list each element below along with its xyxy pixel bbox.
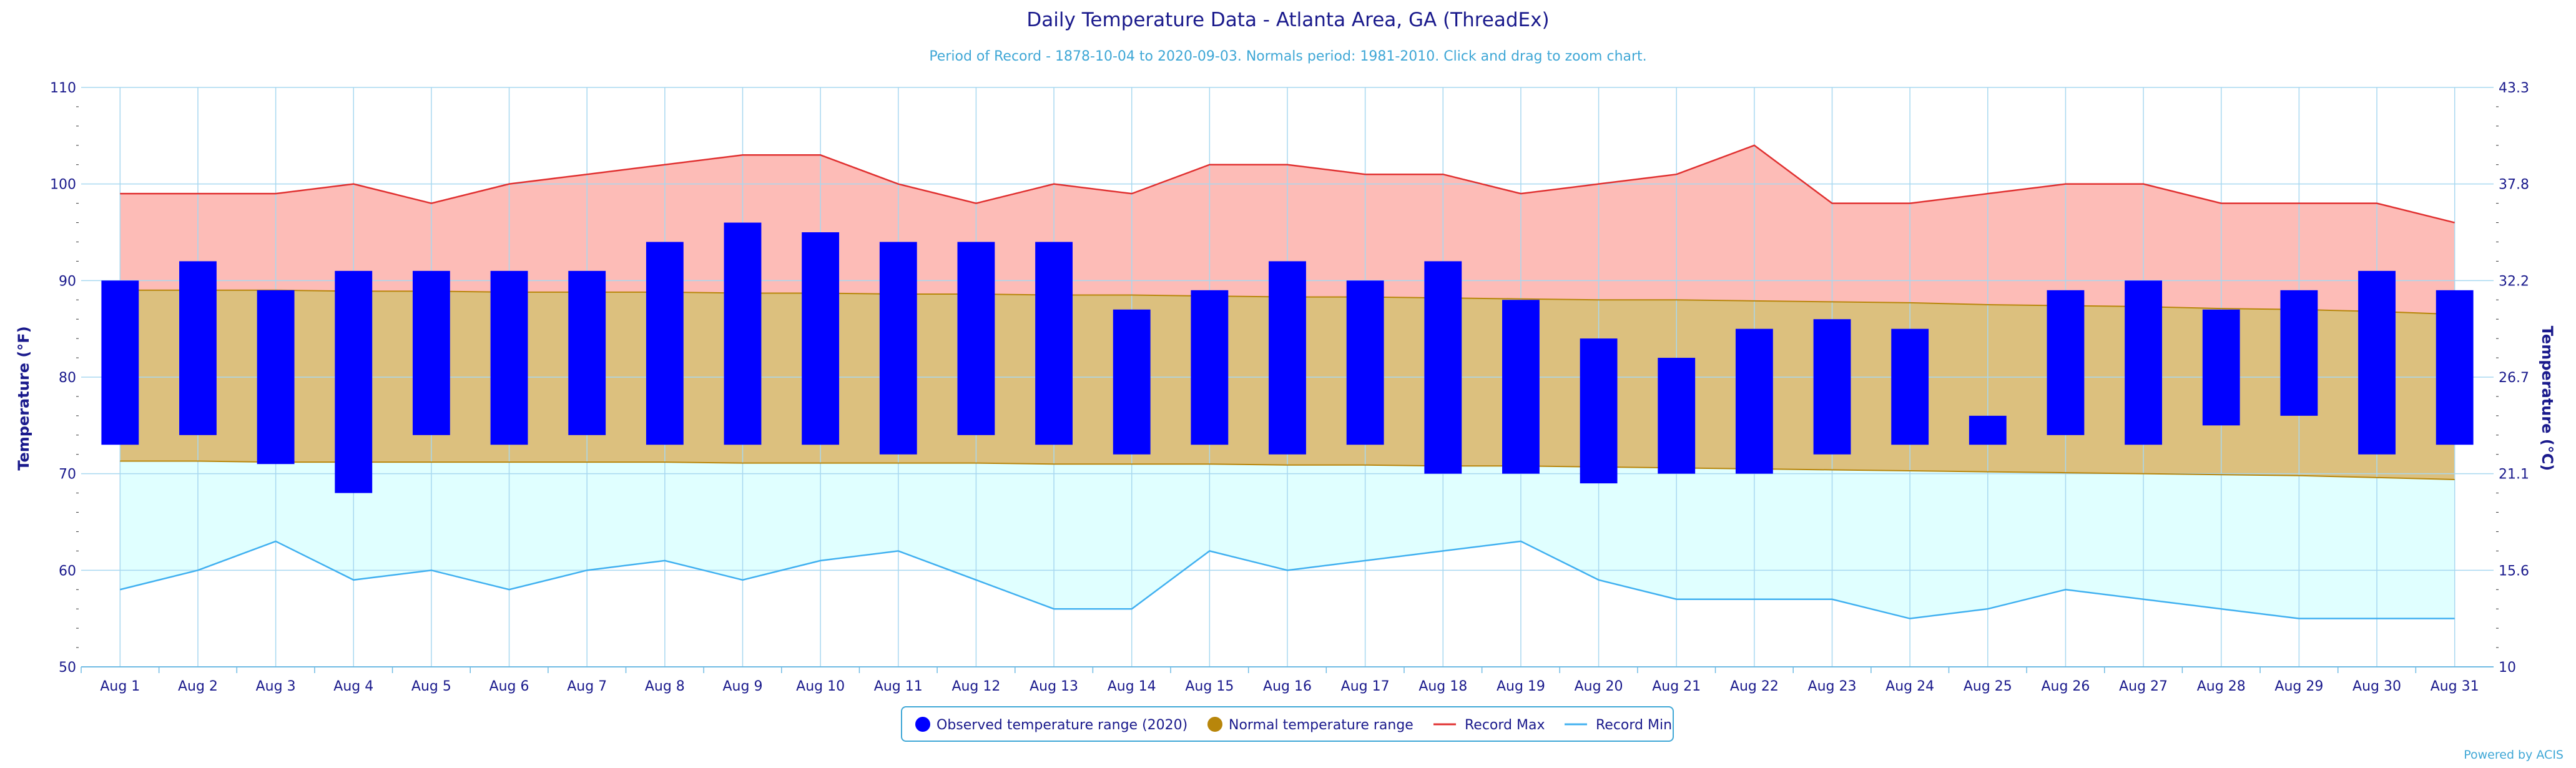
x-tick-label: Aug 4 xyxy=(333,679,373,694)
x-tick-label: Aug 29 xyxy=(2274,679,2323,694)
record-max-line[interactable] xyxy=(120,144,2455,224)
x-tick-label: Aug 15 xyxy=(1185,679,1234,694)
y-tick-label-left: 80 xyxy=(59,370,76,386)
observed-range-bar[interactable] xyxy=(1113,309,1151,455)
observed-range-bar[interactable] xyxy=(1191,290,1229,445)
observed-range-bar[interactable] xyxy=(1035,242,1073,445)
observed-range-bar[interactable] xyxy=(802,232,840,445)
legend-box xyxy=(901,706,1674,742)
legend-label-observed: Observed temperature range (2020) xyxy=(937,717,1187,733)
x-tick-label: Aug 7 xyxy=(567,679,607,694)
observed-range-bar[interactable] xyxy=(2358,270,2396,455)
observed-range-bar[interactable] xyxy=(879,242,917,455)
y-tick-label-right: 43.3 xyxy=(2499,81,2529,96)
x-tick-label: Aug 10 xyxy=(796,679,845,694)
y-axis-label-right: Temperature (°C) xyxy=(2539,326,2556,471)
y-tick-label-right: 26.7 xyxy=(2499,370,2529,386)
legend-label-normal: Normal temperature range xyxy=(1229,717,1413,733)
y-tick-label-right: 21.1 xyxy=(2499,467,2529,483)
x-tick-label: Aug 9 xyxy=(723,679,763,694)
legend-item-normal[interactable]: Normal temperature range xyxy=(1207,717,1413,733)
legend-item-record-min[interactable]: Record Min xyxy=(1565,717,1672,733)
x-tick-label: Aug 25 xyxy=(1964,679,2012,694)
legend-item-observed[interactable]: Observed temperature range (2020) xyxy=(915,717,1187,733)
x-tick-label: Aug 24 xyxy=(1885,679,1934,694)
observed-range-bar[interactable] xyxy=(1502,300,1540,474)
plot-area[interactable]: Aug 1 Aug 2 Aug 3 Aug 4 Aug 5 Aug 6 Aug 7 Aug 8… xyxy=(50,81,2529,694)
observed-range-bar[interactable] xyxy=(2047,290,2085,435)
legend-marker-normal xyxy=(1207,717,1222,732)
observed-range-bar[interactable] xyxy=(335,270,373,493)
observed-range-bar[interactable] xyxy=(257,290,295,465)
y-tick-label-left: 70 xyxy=(59,467,76,483)
x-tick-label: Aug 23 xyxy=(1808,679,1857,694)
x-tick-label: Aug 1 xyxy=(100,679,140,694)
x-tick-label: Aug 8 xyxy=(645,679,685,694)
observed-range-bar[interactable] xyxy=(490,270,528,445)
record-min-line[interactable] xyxy=(120,540,2455,619)
x-tick-label: Aug 20 xyxy=(1575,679,1623,694)
observed-range-bar[interactable] xyxy=(2202,309,2240,426)
x-tick-label: Aug 27 xyxy=(2119,679,2168,694)
x-tick-label: Aug 16 xyxy=(1263,679,1312,694)
x-tick-label: Aug 30 xyxy=(2352,679,2401,694)
observed-range-bar[interactable] xyxy=(724,222,762,445)
y-tick-label-left: 90 xyxy=(59,273,76,289)
observed-range-bar[interactable] xyxy=(1813,319,1851,455)
x-tick-label: Aug 3 xyxy=(256,679,296,694)
chart-subtitle: Period of Record - 1878-10-04 to 2020-09… xyxy=(929,49,1646,64)
powered-by-credit[interactable]: Powered by ACIS xyxy=(2464,748,2564,762)
y-tick-label-left: 110 xyxy=(50,81,76,96)
x-tick-label: Aug 21 xyxy=(1652,679,1701,694)
observed-range-bar[interactable] xyxy=(412,270,450,435)
legend-label-record-min: Record Min xyxy=(1596,717,1672,733)
x-tick-label: Aug 12 xyxy=(951,679,1000,694)
x-tick-label: Aug 18 xyxy=(1418,679,1467,694)
chart-title: Daily Temperature Data - Atlanta Area, G… xyxy=(1026,9,1549,31)
y-axis-label-left: Temperature (°F) xyxy=(15,326,32,470)
x-tick-label: Aug 6 xyxy=(489,679,529,694)
normal-low-line xyxy=(120,460,2455,480)
x-tick-label: Aug 22 xyxy=(1730,679,1779,694)
x-tick-label: Aug 14 xyxy=(1108,679,1156,694)
y-tick-label-left: 60 xyxy=(59,563,76,579)
x-tick-label: Aug 5 xyxy=(411,679,451,694)
x-tick-label: Aug 17 xyxy=(1341,679,1390,694)
x-tick-label: Aug 19 xyxy=(1497,679,1545,694)
observed-range-bar[interactable] xyxy=(2436,290,2474,445)
observed-range-bar[interactable] xyxy=(1891,328,1929,445)
y-tick-label-right: 15.6 xyxy=(2499,563,2529,579)
y-tick-label-left: 50 xyxy=(59,660,76,676)
legend-label-record-max: Record Max xyxy=(1465,717,1545,733)
x-tick-label: Aug 26 xyxy=(2041,679,2090,694)
x-tick-label: Aug 31 xyxy=(2431,679,2479,694)
observed-range-bar[interactable] xyxy=(1580,338,1618,484)
observed-range-bar[interactable] xyxy=(1269,261,1306,455)
observed-range-bar[interactable] xyxy=(1969,415,2007,445)
legend: Observed temperature range (2020) Normal… xyxy=(901,706,1674,742)
observed-range-bar[interactable] xyxy=(1658,358,1696,474)
observed-range-bar[interactable] xyxy=(1424,261,1462,474)
x-tick-label: Aug 11 xyxy=(874,679,923,694)
observed-range-bar[interactable] xyxy=(179,261,217,435)
observed-range-bar[interactable] xyxy=(101,280,139,445)
y-tick-label-left: 100 xyxy=(50,177,76,193)
legend-marker-observed xyxy=(915,717,930,732)
x-tick-label: Aug 13 xyxy=(1030,679,1078,694)
legend-item-record-max[interactable]: Record Max xyxy=(1433,717,1545,733)
x-tick-label: Aug 28 xyxy=(2197,679,2246,694)
y-tick-label-right: 10 xyxy=(2499,660,2516,676)
observed-range-bar[interactable] xyxy=(646,242,684,445)
x-tick-label: Aug 2 xyxy=(178,679,218,694)
observed-range-bar[interactable] xyxy=(568,270,606,435)
observed-range-bar[interactable] xyxy=(2125,280,2163,445)
observed-range-bar[interactable] xyxy=(957,242,995,435)
y-tick-label-right: 37.8 xyxy=(2499,177,2529,193)
observed-range-bar[interactable] xyxy=(2280,290,2318,416)
observed-range-bar[interactable] xyxy=(1346,280,1384,445)
y-tick-label-right: 32.2 xyxy=(2499,273,2529,289)
observed-range-bar[interactable] xyxy=(1735,328,1773,474)
